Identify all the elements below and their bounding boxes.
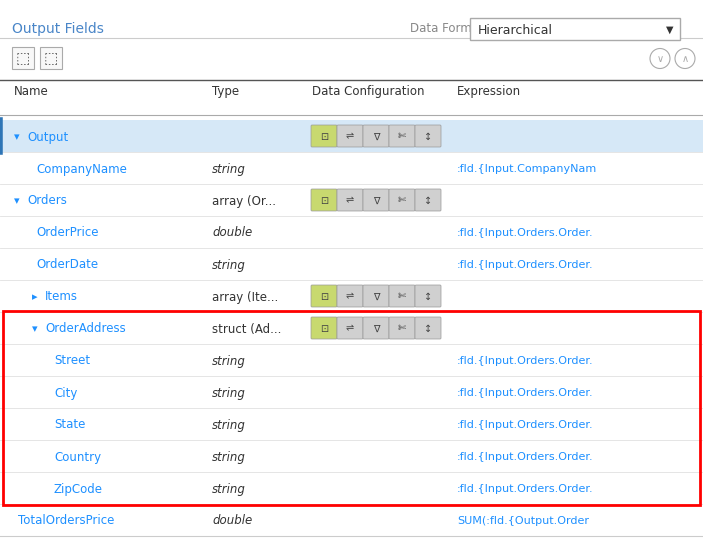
FancyBboxPatch shape	[415, 285, 441, 307]
Text: :fld.{Input.Orders.Order.: :fld.{Input.Orders.Order.	[457, 388, 593, 398]
FancyBboxPatch shape	[337, 317, 363, 339]
Text: ▾: ▾	[32, 324, 38, 334]
Text: TotalOrdersPrice: TotalOrdersPrice	[18, 514, 115, 527]
Text: City: City	[54, 387, 77, 400]
Text: ⇌: ⇌	[346, 132, 354, 142]
FancyBboxPatch shape	[470, 18, 680, 40]
Text: Expression: Expression	[457, 85, 521, 98]
Text: ✄: ✄	[398, 195, 406, 205]
Text: ✄: ✄	[398, 291, 406, 301]
FancyBboxPatch shape	[337, 125, 363, 147]
Text: double: double	[212, 227, 252, 239]
Text: Output Fields: Output Fields	[12, 22, 104, 36]
Text: double: double	[212, 514, 252, 527]
Text: :fld.{Input.Orders.Order.: :fld.{Input.Orders.Order.	[457, 260, 593, 270]
FancyBboxPatch shape	[311, 317, 337, 339]
Text: ✄: ✄	[398, 132, 406, 142]
Text: :fld.{Input.Orders.Order.: :fld.{Input.Orders.Order.	[457, 484, 593, 494]
Text: ▼: ▼	[666, 25, 673, 35]
Text: ↕: ↕	[424, 291, 432, 301]
Text: Street: Street	[54, 354, 90, 368]
Text: ⇌: ⇌	[346, 324, 354, 334]
Text: Orders: Orders	[27, 195, 67, 208]
Text: ▸: ▸	[32, 292, 38, 302]
FancyBboxPatch shape	[389, 125, 415, 147]
Text: Hierarchical: Hierarchical	[478, 23, 553, 36]
Text: ↕: ↕	[424, 195, 432, 205]
Text: Country: Country	[54, 450, 101, 464]
Text: Data Format:: Data Format:	[410, 22, 488, 35]
Text: string: string	[212, 258, 246, 272]
Text: ZipCode: ZipCode	[54, 483, 103, 496]
Text: State: State	[54, 418, 85, 431]
Text: ∇: ∇	[373, 291, 379, 301]
Text: OrderDate: OrderDate	[36, 258, 98, 272]
Text: string: string	[212, 162, 246, 176]
Text: ⊡: ⊡	[320, 195, 328, 205]
Text: string: string	[212, 483, 246, 496]
FancyBboxPatch shape	[40, 47, 62, 69]
Text: Type: Type	[212, 85, 239, 98]
FancyBboxPatch shape	[363, 285, 389, 307]
FancyBboxPatch shape	[389, 285, 415, 307]
Text: Data Configuration: Data Configuration	[312, 85, 425, 98]
Text: ⊡: ⊡	[320, 291, 328, 301]
Text: :fld.{Input.CompanyNam: :fld.{Input.CompanyNam	[457, 164, 598, 174]
FancyBboxPatch shape	[363, 189, 389, 211]
FancyBboxPatch shape	[363, 125, 389, 147]
Text: :fld.{Input.Orders.Order.: :fld.{Input.Orders.Order.	[457, 452, 593, 462]
Text: :fld.{Input.Orders.Order.: :fld.{Input.Orders.Order.	[457, 356, 593, 366]
Text: array (Or...: array (Or...	[212, 195, 276, 208]
FancyBboxPatch shape	[415, 189, 441, 211]
Text: ✄: ✄	[398, 324, 406, 334]
Text: ⊡: ⊡	[320, 132, 328, 142]
Text: string: string	[212, 418, 246, 431]
Text: ⇌: ⇌	[346, 291, 354, 301]
Text: CompanyName: CompanyName	[36, 162, 127, 176]
FancyBboxPatch shape	[389, 189, 415, 211]
FancyBboxPatch shape	[415, 125, 441, 147]
Text: ⊡: ⊡	[320, 324, 328, 334]
FancyBboxPatch shape	[415, 317, 441, 339]
FancyBboxPatch shape	[311, 125, 337, 147]
Bar	[0, 120, 703, 152]
Text: string: string	[212, 354, 246, 368]
Text: ▾: ▾	[14, 132, 20, 142]
FancyBboxPatch shape	[363, 317, 389, 339]
Text: SUM(:fld.{Output.Order: SUM(:fld.{Output.Order	[457, 516, 589, 526]
FancyBboxPatch shape	[311, 189, 337, 211]
Text: Name: Name	[14, 85, 49, 98]
Text: ∇: ∇	[373, 324, 379, 334]
Text: ⬚: ⬚	[15, 51, 30, 66]
Text: string: string	[212, 387, 246, 400]
Text: ↕: ↕	[424, 324, 432, 334]
FancyBboxPatch shape	[337, 285, 363, 307]
Text: ∧: ∧	[681, 55, 688, 65]
FancyBboxPatch shape	[337, 189, 363, 211]
Text: Output: Output	[27, 131, 68, 143]
Text: Items: Items	[45, 291, 78, 304]
Text: array (Ite...: array (Ite...	[212, 291, 278, 304]
Text: ⇌: ⇌	[346, 195, 354, 205]
FancyBboxPatch shape	[389, 317, 415, 339]
FancyBboxPatch shape	[311, 285, 337, 307]
Text: ∇: ∇	[373, 195, 379, 205]
Text: OrderPrice: OrderPrice	[36, 227, 98, 239]
Text: :fld.{Input.Orders.Order.: :fld.{Input.Orders.Order.	[457, 228, 593, 238]
Text: string: string	[212, 450, 246, 464]
Text: struct (Ad...: struct (Ad...	[212, 323, 281, 335]
Text: OrderAddress: OrderAddress	[45, 323, 126, 335]
Text: :fld.{Input.Orders.Order.: :fld.{Input.Orders.Order.	[457, 420, 593, 430]
Text: ∇: ∇	[373, 132, 379, 142]
Text: ▾: ▾	[14, 196, 20, 206]
Text: ↕: ↕	[424, 132, 432, 142]
FancyBboxPatch shape	[12, 47, 34, 69]
Text: ⬚: ⬚	[44, 51, 58, 66]
Text: ∨: ∨	[657, 55, 664, 65]
